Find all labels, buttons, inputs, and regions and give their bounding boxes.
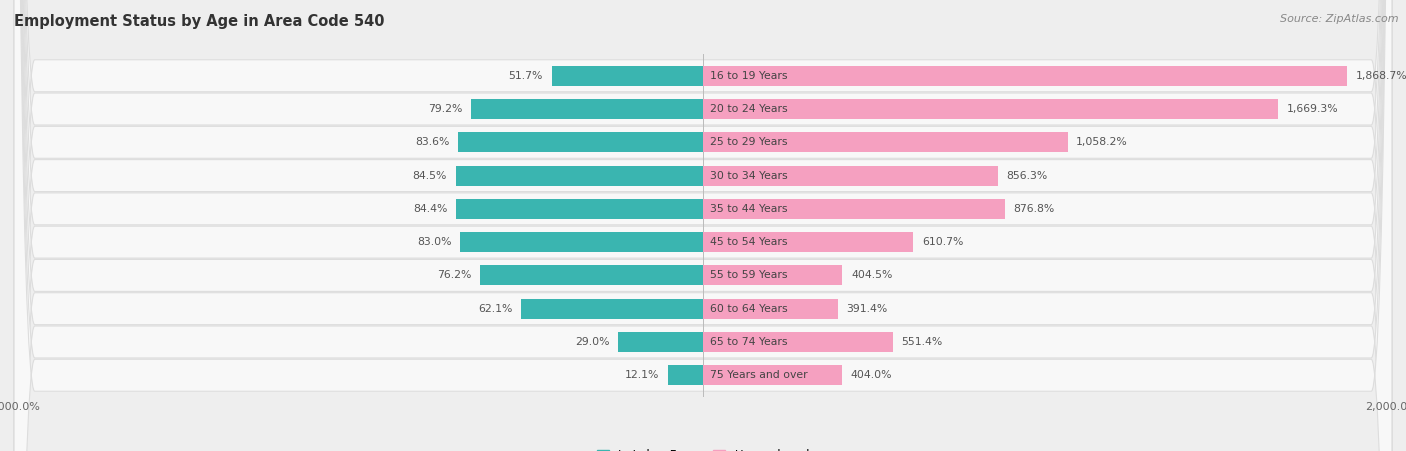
Bar	[703, 99, 1278, 119]
Text: 391.4%: 391.4%	[846, 304, 887, 314]
Text: 45 to 54 Years: 45 to 54 Years	[710, 237, 787, 247]
FancyBboxPatch shape	[14, 0, 1392, 451]
FancyBboxPatch shape	[14, 0, 1392, 451]
Text: 83.0%: 83.0%	[416, 237, 451, 247]
FancyBboxPatch shape	[14, 0, 1392, 451]
Bar	[703, 332, 893, 352]
Bar	[456, 166, 703, 185]
FancyBboxPatch shape	[14, 0, 1392, 451]
FancyBboxPatch shape	[14, 0, 1392, 451]
Bar	[703, 166, 998, 185]
Text: 404.5%: 404.5%	[851, 271, 893, 281]
Text: 856.3%: 856.3%	[1007, 170, 1047, 180]
FancyBboxPatch shape	[14, 0, 1392, 451]
Text: 55 to 59 Years: 55 to 59 Years	[710, 271, 787, 281]
Bar	[619, 332, 703, 352]
Bar	[703, 299, 838, 319]
Text: 30 to 34 Years: 30 to 34 Years	[710, 170, 787, 180]
Bar	[479, 266, 703, 285]
Text: 1,868.7%: 1,868.7%	[1355, 71, 1406, 81]
FancyBboxPatch shape	[14, 0, 1392, 451]
Text: 35 to 44 Years: 35 to 44 Years	[710, 204, 787, 214]
Text: 25 to 29 Years: 25 to 29 Years	[710, 137, 787, 147]
Text: 1,058.2%: 1,058.2%	[1076, 137, 1128, 147]
Text: 876.8%: 876.8%	[1014, 204, 1054, 214]
Text: 60 to 64 Years: 60 to 64 Years	[710, 304, 787, 314]
Bar	[668, 365, 703, 385]
FancyBboxPatch shape	[14, 0, 1392, 451]
Bar	[703, 132, 1067, 152]
FancyBboxPatch shape	[14, 0, 1392, 451]
Text: Source: ZipAtlas.com: Source: ZipAtlas.com	[1281, 14, 1399, 23]
Text: 610.7%: 610.7%	[922, 237, 963, 247]
Text: 79.2%: 79.2%	[427, 104, 463, 114]
Text: 551.4%: 551.4%	[901, 337, 943, 347]
Text: 76.2%: 76.2%	[437, 271, 471, 281]
Text: 1,669.3%: 1,669.3%	[1286, 104, 1339, 114]
Text: 51.7%: 51.7%	[509, 71, 543, 81]
Text: 12.1%: 12.1%	[624, 370, 659, 380]
Bar	[522, 299, 703, 319]
Text: 29.0%: 29.0%	[575, 337, 609, 347]
Text: 20 to 24 Years: 20 to 24 Years	[710, 104, 787, 114]
Text: 65 to 74 Years: 65 to 74 Years	[710, 337, 787, 347]
Text: Employment Status by Age in Area Code 540: Employment Status by Age in Area Code 54…	[14, 14, 385, 28]
Bar	[471, 99, 703, 119]
Text: 404.0%: 404.0%	[851, 370, 893, 380]
Text: 84.5%: 84.5%	[412, 170, 447, 180]
Bar	[703, 66, 1347, 86]
Text: 83.6%: 83.6%	[415, 137, 450, 147]
Bar	[703, 266, 842, 285]
Bar	[456, 199, 703, 219]
Bar	[703, 365, 842, 385]
Text: 84.4%: 84.4%	[413, 204, 447, 214]
Bar	[460, 232, 703, 252]
Legend: In Labor Force, Unemployed: In Labor Force, Unemployed	[592, 444, 814, 451]
FancyBboxPatch shape	[14, 0, 1392, 451]
Text: 62.1%: 62.1%	[478, 304, 513, 314]
Bar	[703, 232, 914, 252]
Bar	[551, 66, 703, 86]
Text: 75 Years and over: 75 Years and over	[710, 370, 807, 380]
Bar	[458, 132, 703, 152]
Text: 16 to 19 Years: 16 to 19 Years	[710, 71, 787, 81]
Bar	[703, 199, 1005, 219]
